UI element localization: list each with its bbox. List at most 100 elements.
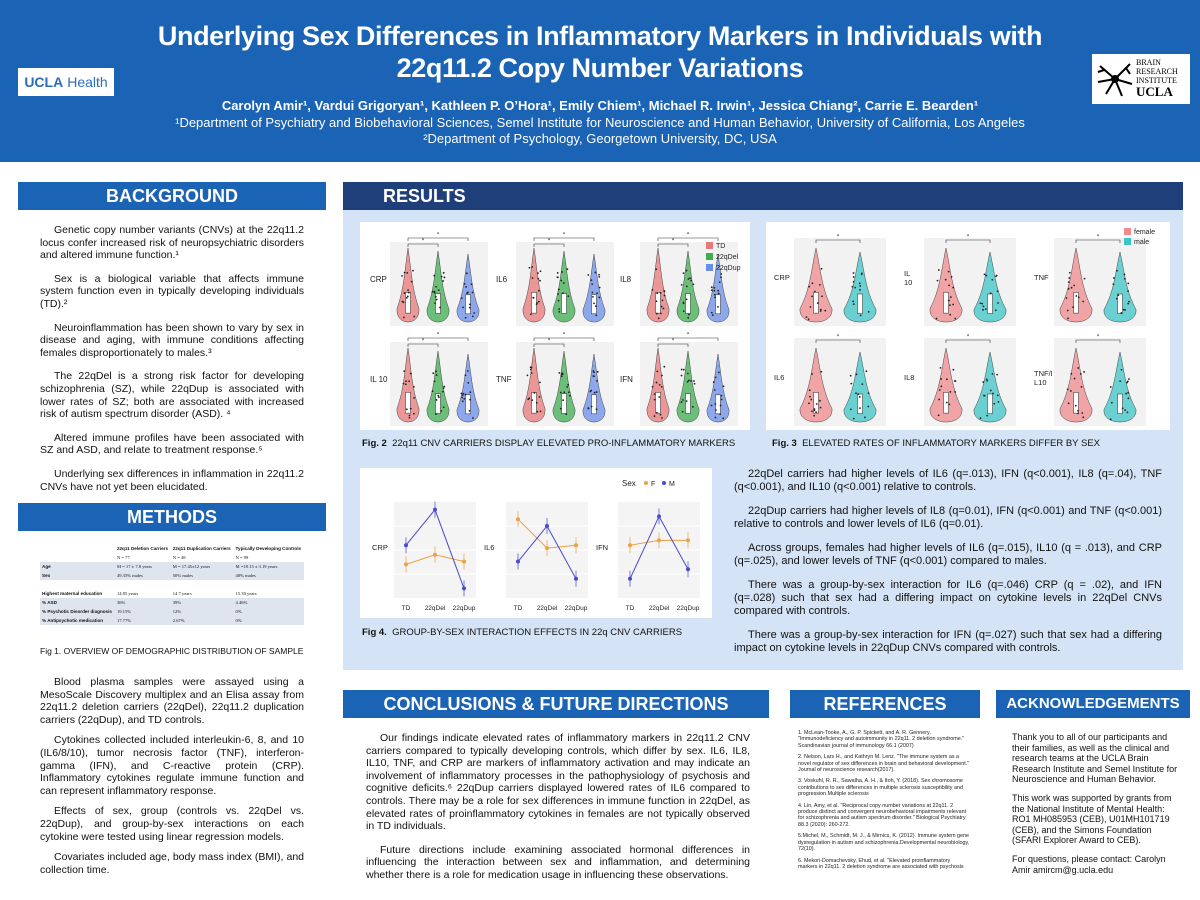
data-point (655, 312, 658, 315)
background-paragraph: Altered immune profiles have been associ… (40, 431, 304, 457)
data-point (867, 392, 870, 395)
data-point (690, 380, 692, 382)
data-point (561, 271, 563, 273)
significance-marker: * (422, 339, 425, 345)
data-point (858, 282, 861, 285)
data-point (859, 314, 862, 317)
reference-item: 2. Nelson, Lars H., and Kathryn M. Lenz.… (798, 754, 970, 774)
data-point (805, 316, 808, 319)
data-point (686, 538, 690, 543)
data-point (1119, 380, 1122, 383)
data-point (587, 407, 590, 410)
data-point (539, 381, 541, 384)
data-point (593, 371, 595, 374)
data-point (680, 374, 683, 377)
data-point (991, 278, 994, 281)
significance-marker: * (422, 239, 425, 245)
data-point (714, 296, 716, 299)
data-point (855, 373, 858, 376)
table-row: Age M = 17 ± 7.8 years M = 17.45±12 years M… (40, 562, 304, 571)
data-point (949, 390, 952, 393)
data-point (431, 390, 434, 393)
data-point (655, 411, 658, 414)
data-point (657, 514, 661, 519)
data-point (1127, 378, 1130, 380)
data-point (469, 391, 472, 394)
data-point (651, 385, 654, 388)
data-point (1082, 416, 1085, 419)
data-point (982, 308, 984, 311)
significance-marker: * (967, 235, 970, 241)
axis-label: IFN (596, 543, 608, 552)
data-point (402, 382, 405, 385)
data-point (598, 275, 601, 278)
data-point (852, 272, 855, 274)
data-point (557, 288, 560, 291)
significance-bracket (407, 243, 439, 247)
violin-box (435, 393, 441, 414)
data-point (935, 317, 938, 320)
data-point (562, 282, 565, 284)
legend-swatch (1124, 228, 1131, 235)
data-point (1079, 373, 1082, 375)
data-point (594, 305, 597, 308)
results-heading: RESULTS (343, 182, 1183, 210)
data-point (462, 392, 465, 395)
data-point (663, 294, 666, 297)
data-point (591, 291, 594, 294)
methods-paragraph: Covariates included age, body mass index… (40, 851, 304, 876)
data-point (409, 372, 412, 375)
data-point (811, 373, 814, 375)
violin (799, 247, 833, 323)
poster-header: UCLA Health Underlying Sex Differences in… (0, 0, 1200, 162)
fig3-caption: Fig. 3 ELEVATED RATES OF INFLAMMATORY MA… (772, 438, 1100, 449)
data-point (463, 283, 466, 285)
fig3-subplot: IL10 * (904, 235, 1016, 326)
data-point (1124, 409, 1127, 412)
data-point (465, 272, 468, 275)
data-point (1126, 380, 1129, 383)
data-point (954, 317, 957, 320)
data-point (722, 417, 725, 420)
reference-item: 5.Michel, M., Schmidt, M. J., & Mirnics,… (798, 833, 970, 853)
axis-label: IL6 (484, 543, 494, 552)
panel-label: IL6 (774, 373, 784, 382)
data-point (433, 552, 437, 557)
data-point (1075, 295, 1078, 297)
data-point (858, 407, 861, 410)
conclusions-heading: CONCLUSIONS & FUTURE DIRECTIONS (343, 690, 769, 718)
significance-marker: * (1097, 335, 1100, 341)
data-point (808, 402, 810, 405)
significance-bracket (945, 239, 991, 243)
data-point (658, 383, 661, 386)
data-point (663, 365, 666, 368)
data-point (681, 410, 684, 413)
ucla-health-logo: UCLA Health (18, 68, 114, 96)
results-paragraph: There was a group-by-sex interaction for… (734, 629, 1162, 654)
data-point (813, 408, 816, 410)
data-point (859, 285, 862, 287)
data-point (852, 303, 855, 306)
data-point (824, 309, 827, 312)
fig3-subplot: TNF/IL10 * (1034, 335, 1146, 426)
data-point (948, 299, 950, 302)
violin-box (655, 392, 661, 414)
data-point (685, 298, 688, 301)
violin-box (465, 394, 471, 415)
violin (426, 350, 450, 423)
data-point (855, 392, 857, 395)
data-point (989, 292, 992, 295)
data-point (720, 394, 723, 397)
data-point (531, 277, 534, 279)
data-point (710, 286, 713, 289)
conclusions-paragraph: Our findings indicate elevated rates of … (366, 732, 750, 833)
data-point (403, 370, 406, 372)
acknowledgements-paragraph: This work was supported by grants from t… (1012, 792, 1172, 846)
significance-marker: * (672, 239, 675, 245)
data-point (574, 543, 578, 548)
axis-label: CRP (372, 543, 388, 552)
data-point (406, 272, 409, 274)
data-point (557, 293, 559, 295)
data-point (865, 370, 868, 373)
